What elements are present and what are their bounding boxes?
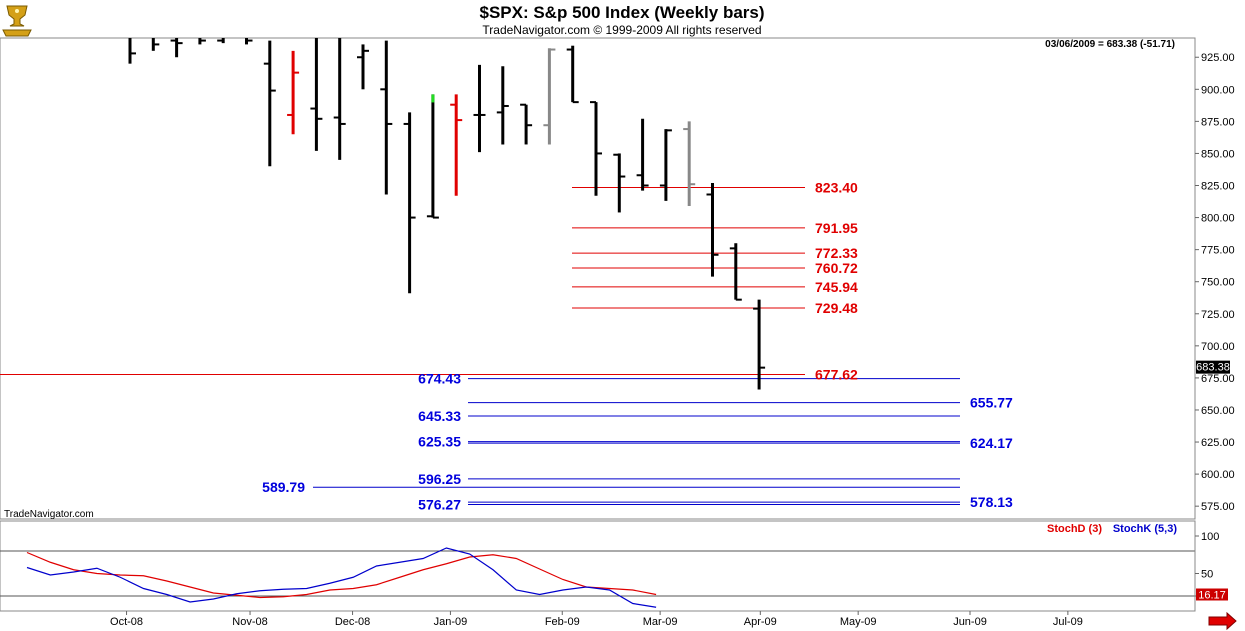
price-bar [729,243,742,301]
price-tick-label: 725.00 [1201,309,1235,321]
support-label: 674.43 [418,371,461,387]
price-tick-label: 900.00 [1201,84,1235,96]
price-tick-label: 800.00 [1201,213,1235,225]
price-bar [170,38,183,58]
price-tick-label: 700.00 [1201,341,1235,353]
x-tick-label: May-09 [840,616,877,628]
price-bar [659,129,672,201]
stoch-last-label: 16.17 [1198,590,1226,602]
resistance-label: 791.95 [815,220,858,236]
price-bar [636,118,649,191]
x-tick-label: Jul-09 [1053,616,1083,628]
x-tick-label: Jan-09 [434,616,468,628]
price-bar [380,40,393,195]
price-tick-label: 675.00 [1201,373,1235,385]
price-bar [333,38,346,160]
price-tick-label: 850.00 [1201,148,1235,160]
arrow-right-icon[interactable] [1208,611,1237,631]
x-tick-label: Mar-09 [643,616,678,628]
resistance-label: 823.40 [815,180,858,196]
watermark: TradeNavigator.com [4,509,94,520]
support-label: 596.25 [418,471,461,487]
price-tick-label: 600.00 [1201,469,1235,481]
resistance-label: 729.48 [815,300,858,316]
stoch-tick-label: 100 [1201,531,1219,543]
resistance-label: 760.72 [815,260,858,276]
price-bar [263,40,276,167]
price-bar [683,121,696,207]
price-bar [450,94,463,196]
chart-title: $SPX: S&p 500 Index (Weekly bars) [479,3,764,22]
price-bar [403,112,416,294]
price-bar [198,38,206,45]
price-bar [753,299,766,390]
support-label: 589.79 [262,479,305,495]
price-bar [128,38,136,64]
price-bar [151,38,160,51]
logo [2,5,32,37]
trophy-icon [2,5,32,37]
price-bar [520,103,533,145]
price-bar [496,66,509,145]
x-tick-label: Apr-09 [744,616,777,628]
support-label: 655.77 [970,395,1013,411]
price-tick-label: 825.00 [1201,181,1235,193]
price-bar [287,50,300,135]
price-tick-label: 625.00 [1201,437,1235,449]
price-bar [566,45,579,104]
price-bar [706,182,719,277]
price-bar [357,44,369,90]
quote-readout: 03/06/2009 = 683.38 (-51.71) [1045,39,1175,50]
price-tick-label: 775.00 [1201,245,1235,257]
last-price-label: 683.38 [1196,362,1230,374]
price-tick-label: 875.00 [1201,116,1235,128]
price-tick-label: 575.00 [1201,501,1235,513]
price-tick-label: 750.00 [1201,277,1235,289]
x-tick-label: Nov-08 [232,616,267,628]
resistance-label: 677.62 [815,367,858,383]
stoch-series-line [26,547,657,608]
legend-stoch-d: StochD (3) [1047,523,1102,535]
support-label: 624.17 [970,435,1013,451]
price-bar [613,153,626,213]
x-tick-label: Dec-08 [335,616,370,628]
x-tick-label: Jun-09 [953,616,987,628]
support-label: 645.33 [418,408,461,424]
support-label: 578.13 [970,494,1013,510]
stoch-series-line [26,551,657,599]
stoch-tick-label: 50 [1201,569,1213,581]
last-price-box [1196,360,1230,374]
stoch-panel: 50 100 16.17 [0,520,1228,612]
price-bar [217,38,225,44]
price-bar [426,94,439,219]
price-tick-label: 650.00 [1201,405,1235,417]
scroll-arrow[interactable] [1208,611,1237,631]
price-bar [590,101,602,196]
price-tick-label: 925.00 [1201,52,1235,64]
legend-stoch-k: StochK (5,3) [1113,523,1178,535]
price-bar [310,38,323,151]
resistance-label: 772.33 [815,245,858,261]
chart-subtitle: TradeNavigator.com © 1999-2009 All right… [482,23,761,37]
price-bar [473,64,486,153]
x-tick-label: Feb-09 [545,616,580,628]
x-tick-label: Oct-08 [110,616,143,628]
resistance-label: 745.94 [815,279,858,295]
x-axis: Oct-08 Nov-08 Dec-08 Jan-09 Feb-09 Mar-09 Apr-… [0,610,1195,628]
price-bar [543,48,556,145]
support-label: 625.35 [418,434,461,450]
price-bar [245,38,253,45]
stoch-last-box [1196,588,1228,601]
support-label: 576.27 [418,497,461,513]
